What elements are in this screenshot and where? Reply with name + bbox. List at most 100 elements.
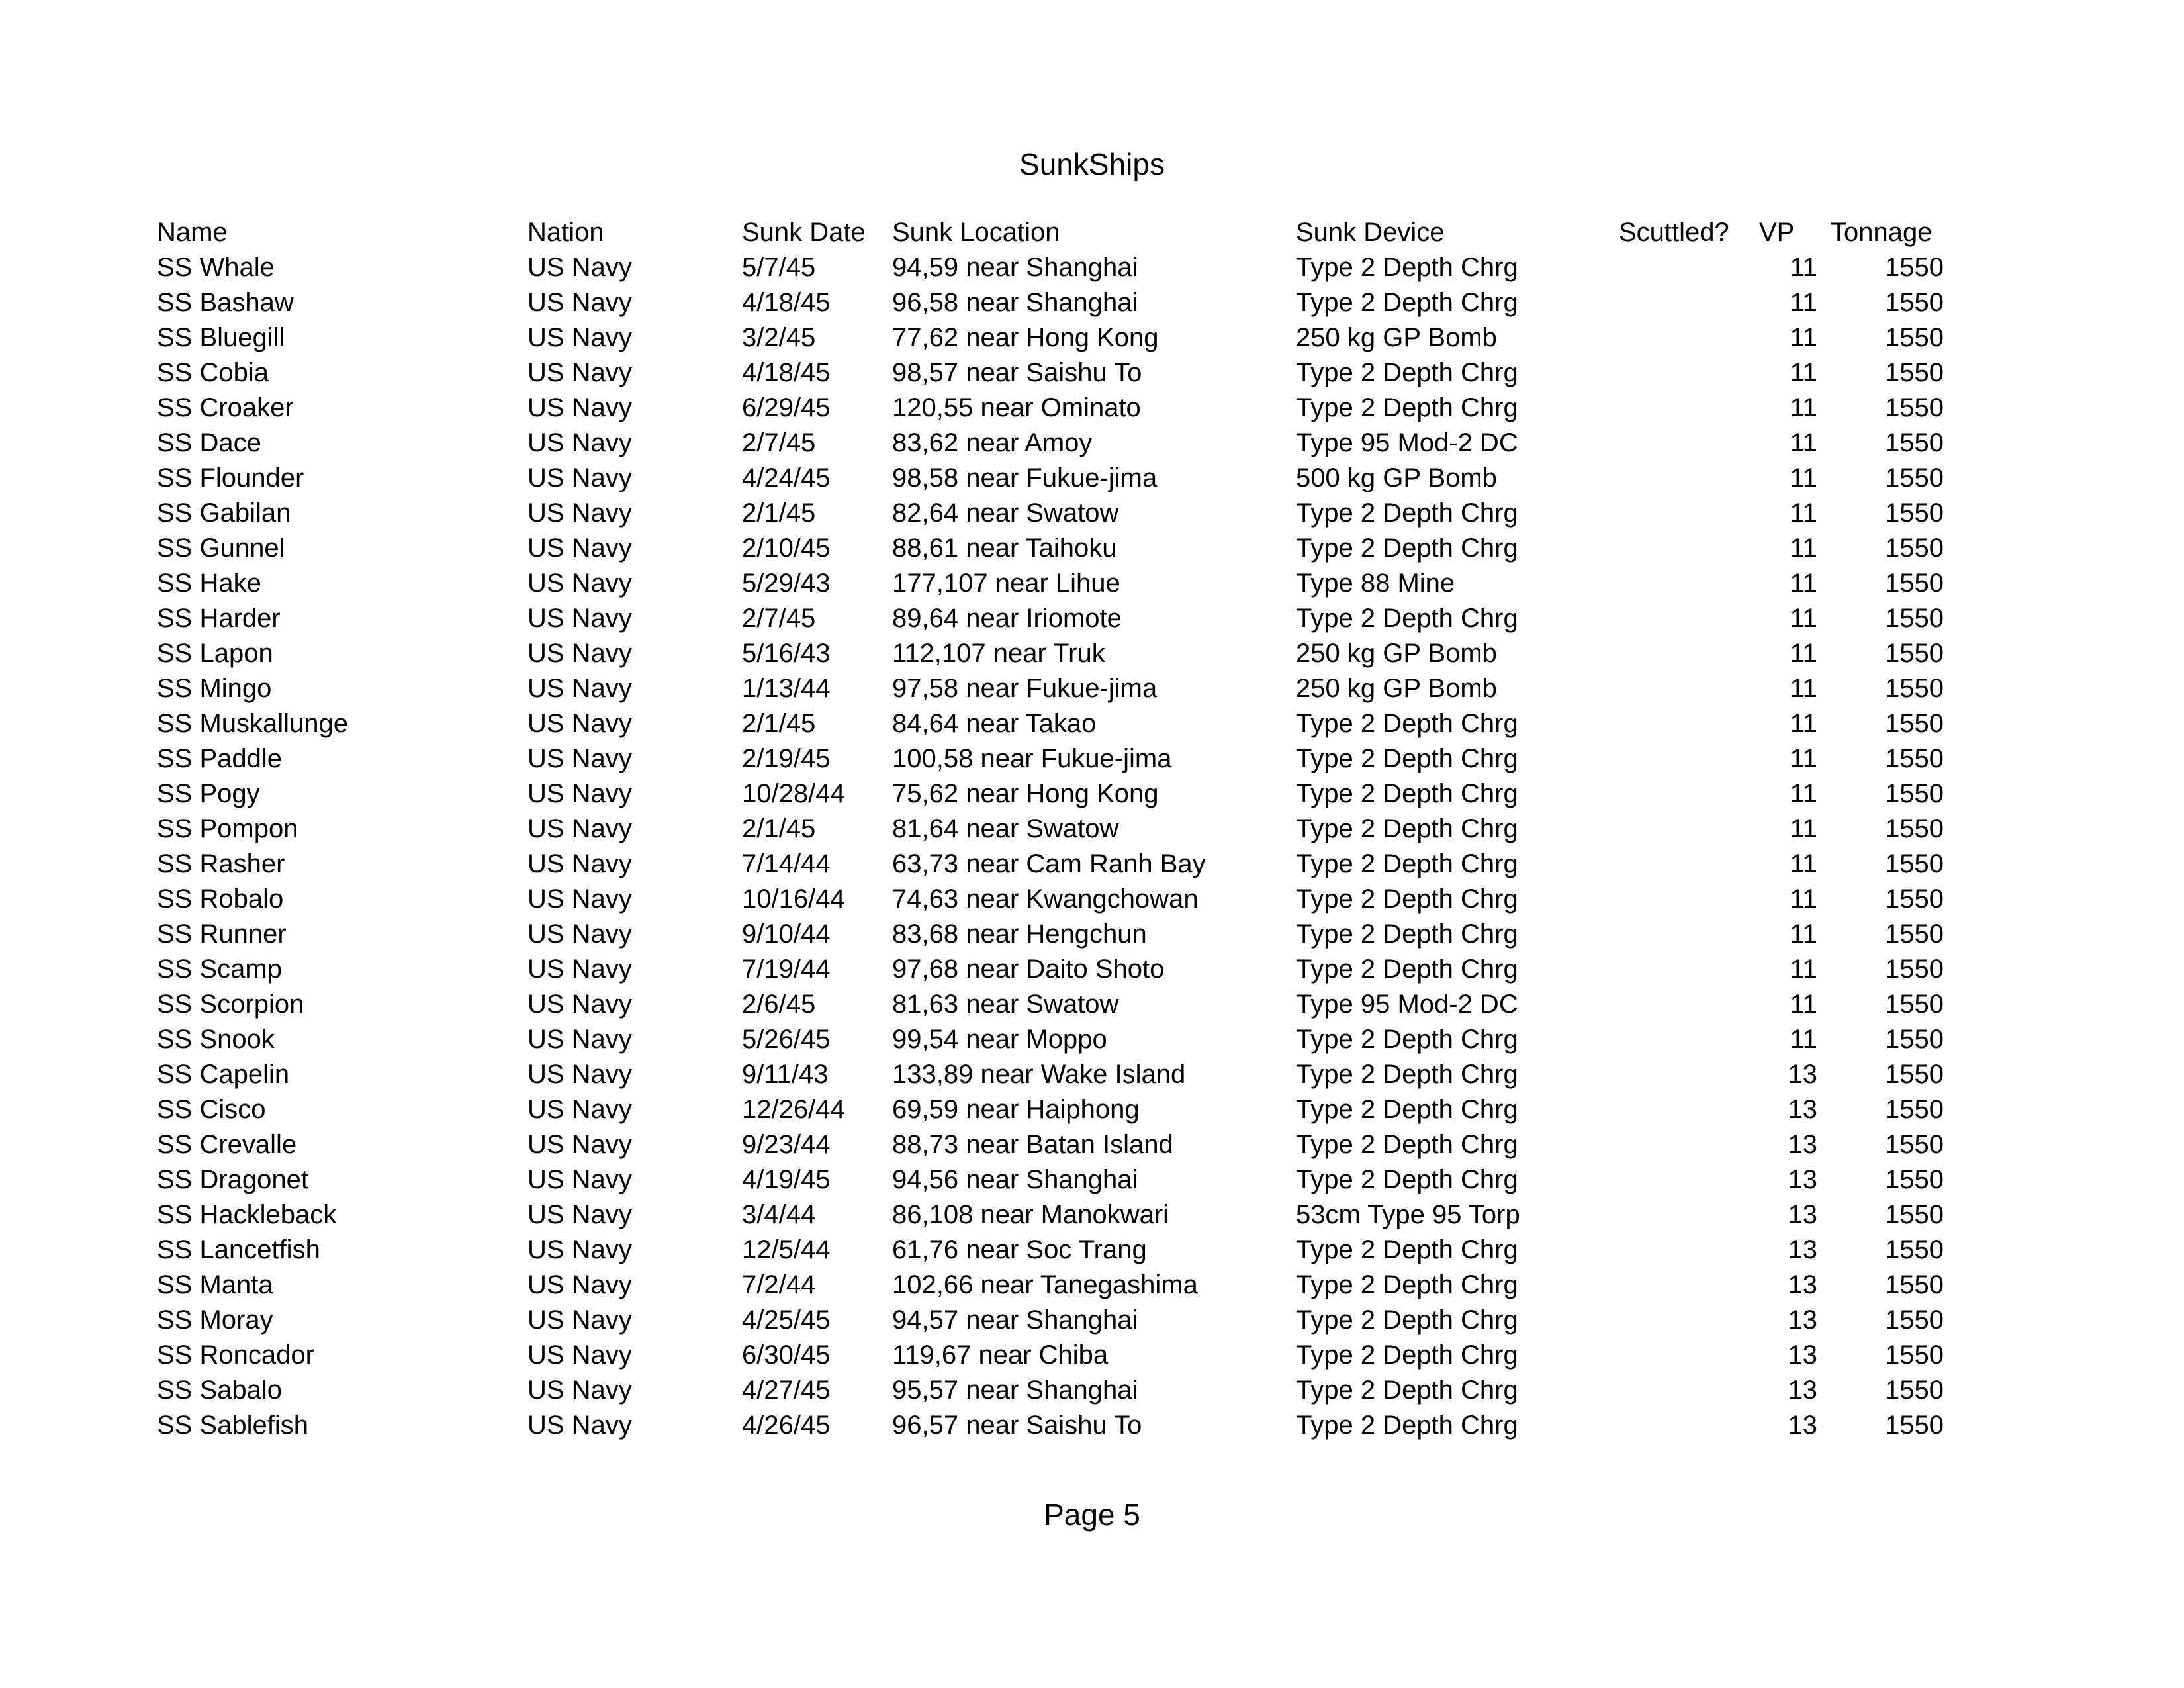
table-row: SS Moray US Navy 4/25/45 94,57 near Shangha… [0,1303,2184,1338]
cell-sunk_date: 3/2/45 [742,323,816,352]
cell-sunk_device: Type 2 Depth Chrg [1296,1235,1518,1264]
table-row: SS Pompon US Navy 2/1/45 81,64 near Swatow T… [0,812,2184,847]
cell-tonnage: 1550 [1885,849,1944,878]
cell-name: SS Dace [157,428,261,457]
cell-sunk_location: 77,62 near Hong Kong [892,323,1159,352]
cell-sunk_date: 7/19/44 [742,955,831,984]
table-row: SS Crevalle US Navy 9/23/44 88,73 near Bata… [0,1127,2184,1162]
table-row: SS Capelin US Navy 9/11/43 133,89 near Wake… [0,1057,2184,1092]
cell-nation: US Navy [527,358,632,387]
cell-sunk_device: Type 2 Depth Chrg [1296,604,1518,633]
cell-sunk_location: 100,58 near Fukue-jima [892,744,1172,773]
cell-tonnage: 1550 [1885,1305,1944,1335]
cell-tonnage: 1550 [1885,323,1944,352]
cell-nation: US Navy [527,1376,632,1405]
cell-nation: US Navy [527,1130,632,1159]
table-row: SS Croaker US Navy 6/29/45 120,55 near Omin… [0,391,2184,426]
cell-vp: 11 [1790,498,1817,528]
table-row: SS Gabilan US Navy 2/1/45 82,64 near Swatow… [0,496,2184,531]
cell-sunk_device: 53cm Type 95 Torp [1296,1200,1520,1229]
cell-tonnage: 1550 [1885,955,1944,984]
cell-sunk_location: 84,64 near Takao [892,709,1097,738]
page-title: SunkShips [1019,147,1165,181]
cell-nation: US Navy [527,569,632,598]
cell-vp: 13 [1788,1270,1818,1299]
cell-sunk_location: 120,55 near Ominato [892,393,1141,422]
cell-sunk_device: Type 2 Depth Chrg [1296,884,1518,914]
cell-name: SS Manta [157,1270,273,1299]
cell-name: SS Dragonet [157,1165,309,1194]
cell-sunk_location: 83,62 near Amoy [892,428,1093,457]
cell-nation: US Navy [527,639,632,668]
cell-nation: US Navy [527,1411,632,1440]
cell-vp: 11 [1790,253,1817,282]
cell-tonnage: 1550 [1885,534,1944,563]
cell-name: SS Lancetfish [157,1235,320,1264]
cell-sunk_date: 3/4/44 [742,1200,816,1229]
cell-sunk_date: 2/7/45 [742,428,816,457]
cell-tonnage: 1550 [1885,288,1944,317]
cell-sunk_location: 88,61 near Taihoku [892,534,1117,563]
cell-name: SS Flounder [157,463,304,492]
cell-sunk_device: Type 2 Depth Chrg [1296,1060,1518,1089]
cell-vp: 13 [1788,1165,1818,1194]
table-row: SS Dragonet US Navy 4/19/45 94,56 near Shan… [0,1162,2184,1197]
cell-sunk_device: Type 95 Mod-2 DC [1296,990,1518,1019]
cell-nation: US Navy [527,498,632,528]
cell-name: SS Bashaw [157,288,294,317]
cell-sunk_date: 7/14/44 [742,849,831,878]
cell-vp: 13 [1788,1095,1818,1124]
cell-sunk_date: 6/30/45 [742,1340,831,1370]
cell-sunk_device: Type 88 Mine [1296,569,1455,598]
cell-nation: US Navy [527,1200,632,1229]
cell-sunk_date: 2/1/45 [742,709,816,738]
cell-tonnage: 1550 [1885,990,1944,1019]
cell-sunk_device: 250 kg GP Bomb [1296,639,1497,668]
cell-sunk_date: 7/2/44 [742,1270,816,1299]
table-row: SS Hake US Navy 5/29/43 177,107 near Lihue T… [0,566,2184,601]
cell-sunk_date: 12/26/44 [742,1095,845,1124]
cell-sunk_device: Type 95 Mod-2 DC [1296,428,1518,457]
cell-sunk_device: Type 2 Depth Chrg [1296,1270,1518,1299]
cell-nation: US Navy [527,1235,632,1264]
cell-name: SS Croaker [157,393,294,422]
cell-sunk_device: Type 2 Depth Chrg [1296,849,1518,878]
cell-sunk_device: Type 2 Depth Chrg [1296,955,1518,984]
cell-name: SS Capelin [157,1060,290,1089]
cell-nation: US Navy [527,393,632,422]
cell-nation: US Navy [527,709,632,738]
table-row: SS Cisco US Navy 12/26/44 69,59 near Haipho… [0,1092,2184,1127]
cell-tonnage: 1550 [1885,1130,1944,1159]
table-row: SS Scamp US Navy 7/19/44 97,68 near Daito S… [0,952,2184,987]
cell-tonnage: 1550 [1885,1060,1944,1089]
cell-sunk_location: 83,68 near Hengchun [892,919,1147,949]
cell-tonnage: 1550 [1885,639,1944,668]
cell-sunk_device: Type 2 Depth Chrg [1296,779,1518,808]
cell-sunk_location: 97,68 near Daito Shoto [892,955,1165,984]
cell-sunk_date: 4/18/45 [742,288,831,317]
column-header-sunk_device: Sunk Device [1296,218,1445,247]
cell-nation: US Navy [527,1025,632,1054]
cell-tonnage: 1550 [1885,709,1944,738]
cell-sunk_date: 9/23/44 [742,1130,831,1159]
column-header-sunk_date: Sunk Date [742,218,866,247]
cell-sunk_location: 82,64 near Swatow [892,498,1119,528]
cell-tonnage: 1550 [1885,1025,1944,1054]
table-row: SS Paddle US Navy 2/19/45 100,58 near Fukue… [0,741,2184,776]
cell-sunk_date: 5/26/45 [742,1025,831,1054]
cell-sunk_date: 2/7/45 [742,604,816,633]
cell-vp: 11 [1790,288,1817,317]
cell-sunk_device: Type 2 Depth Chrg [1296,1340,1518,1370]
table-row: SS Lapon US Navy 5/16/43 112,107 near Truk 2… [0,636,2184,671]
cell-tonnage: 1550 [1885,779,1944,808]
cell-sunk_date: 12/5/44 [742,1235,831,1264]
cell-sunk_device: Type 2 Depth Chrg [1296,744,1518,773]
cell-sunk_date: 5/29/43 [742,569,831,598]
table-row: SS Whale US Navy 5/7/45 94,59 near Shanghai… [0,250,2184,285]
cell-sunk_device: Type 2 Depth Chrg [1296,253,1518,282]
cell-name: SS Gunnel [157,534,285,563]
cell-sunk_device: Type 2 Depth Chrg [1296,1025,1518,1054]
cell-sunk_date: 4/27/45 [742,1376,831,1405]
cell-nation: US Navy [527,1305,632,1335]
cell-sunk_date: 2/19/45 [742,744,831,773]
